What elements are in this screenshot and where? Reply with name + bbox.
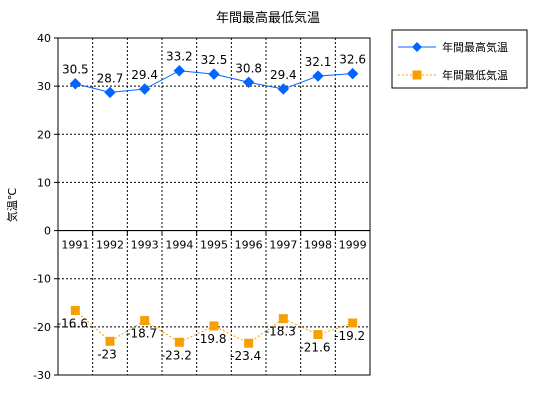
x-tick-label: 1993: [131, 239, 159, 252]
legend-label: 年間最高気温: [442, 40, 508, 54]
data-point: [242, 76, 255, 88]
data-label: 32.6: [339, 53, 366, 67]
y-tick-label: 40: [37, 32, 51, 45]
data-label: 28.7: [97, 71, 124, 85]
data-label: -16.6: [57, 316, 88, 330]
data-label: 29.4: [270, 68, 297, 82]
chart-title: 年間最高最低気温: [216, 10, 320, 26]
legend-marker: [412, 70, 422, 80]
data-label: 33.2: [166, 50, 193, 64]
x-tick-label: 1992: [96, 239, 124, 252]
x-tick-label: 1995: [200, 239, 228, 252]
data-point: [244, 338, 254, 348]
x-tick-label: 1996: [235, 239, 263, 252]
data-point: [277, 83, 290, 95]
plot-area: 40 30 20 10 0 -10 -20 -30 1991 1992 1993 1994 1995 19…: [33, 32, 371, 382]
y-tick-label: -30: [33, 369, 51, 382]
data-point: [209, 321, 219, 331]
data-label: -18.7: [126, 327, 157, 341]
legend-marker: [412, 42, 422, 52]
data-point: [70, 305, 80, 315]
data-point: [312, 70, 324, 82]
y-tick-label: 30: [37, 80, 51, 93]
data-point: [173, 65, 186, 77]
y-tick-label: 10: [37, 176, 51, 189]
data-point: [140, 316, 150, 326]
data-label: -23: [97, 347, 117, 361]
data-label: -19.2: [334, 329, 365, 343]
data-label: 32.1: [305, 55, 332, 69]
data-point: [105, 336, 115, 346]
data-label: -23.2: [161, 348, 192, 362]
data-label: 30.8: [235, 61, 262, 75]
legend-label: 年間最低気温: [442, 68, 508, 82]
y-tick-label: -10: [33, 273, 51, 286]
data-point: [174, 337, 184, 347]
series: 30.5 28.7 29.4 33.2 32.5 30.8 29.4 32.1 32.6 -16.…: [57, 50, 366, 363]
data-label: -18.3: [265, 325, 296, 339]
data-point: [278, 314, 288, 324]
grid: [58, 38, 370, 375]
x-tick-label: 1998: [304, 239, 332, 252]
axes: 40 30 20 10 0 -10 -20 -30 1991 1992 1993 1994 1995 19…: [33, 32, 371, 382]
data-point: [69, 78, 82, 90]
x-tick-label: 1997: [269, 239, 297, 252]
data-label: -19.8: [195, 332, 226, 346]
data-point: [208, 68, 220, 80]
y-tick-label: 20: [37, 128, 51, 141]
data-point: [104, 86, 116, 99]
data-label: -21.6: [299, 341, 330, 355]
y-tick-label: 0: [44, 225, 51, 238]
y-tick-label: -20: [33, 321, 51, 334]
x-tick-label: 1994: [165, 239, 193, 252]
data-label: 29.4: [131, 68, 158, 82]
data-point: [348, 318, 358, 328]
data-point: [346, 67, 359, 80]
x-tick-label: 1999: [339, 239, 367, 252]
x-tick-label: 1991: [61, 239, 89, 252]
data-point: [313, 330, 323, 340]
data-point: [138, 83, 151, 95]
data-label: 30.5: [62, 63, 89, 77]
y-axis-title: 気温℃: [5, 188, 19, 222]
data-label: 32.5: [201, 53, 228, 67]
data-label: -23.4: [230, 349, 261, 363]
